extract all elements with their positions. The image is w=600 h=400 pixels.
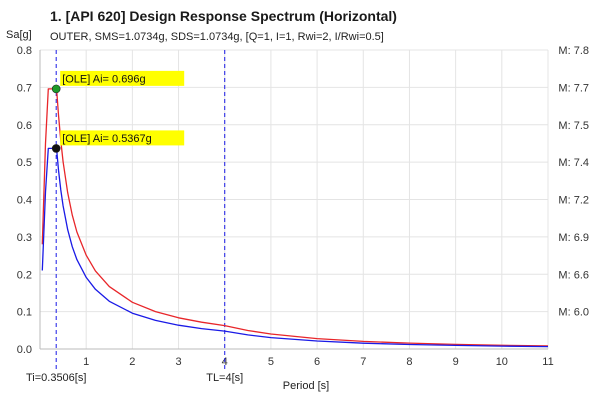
chart-subtitle: OUTER, SMS=1.0734g, SDS=1.0734g, [Q=1, I… [50, 31, 384, 43]
x-tick-label: 10 [496, 356, 508, 368]
right-axis-label: M: 7.5 [558, 120, 589, 132]
reference-line-label: TL=4[s] [206, 372, 243, 384]
y-tick-label: 0.5 [17, 157, 32, 169]
x-tick-label: 6 [314, 356, 320, 368]
series-line [41, 88, 549, 347]
annotation-box [60, 70, 185, 86]
x-axis-label: Period [s] [283, 380, 329, 392]
peak-markers [51, 84, 61, 153]
peak-marker [51, 84, 61, 94]
right-axis-label: M: 6.0 [558, 307, 589, 319]
right-axis-ticks: M: 7.8 M: 7.7 M: 7.5 M: 7.4 M: 7.2 M: 6.9 M: 6… [558, 45, 589, 319]
x-tick-label: 5 [268, 356, 274, 368]
x-tick-label: 2 [129, 356, 135, 368]
series-lines [41, 88, 549, 348]
x-tick-label: 1 [83, 356, 89, 368]
y-tick-label: 0.6 [17, 120, 32, 132]
reference-line-label: Ti=0.3506[s] [26, 372, 86, 384]
chart-title: 1. [API 620] Design Response Spectrum (H… [50, 8, 397, 24]
y-tick-label: 0.3 [17, 232, 32, 244]
y-tick-label: 0.1 [17, 307, 32, 319]
y-tick-label: 0.0 [17, 344, 32, 356]
x-tick-label: 9 [453, 356, 459, 368]
annotation-label: [OLE] Ai= 0.5367g [62, 133, 152, 145]
plot-frame [39, 50, 548, 350]
x-tick-label: 3 [175, 356, 181, 368]
y-axis-label: Sa[g] [6, 29, 32, 41]
reference-lines: Ti=0.3506[s] TL=4[s] [26, 50, 243, 384]
right-axis-label: M: 7.7 [558, 82, 589, 94]
right-axis-label: M: 7.2 [558, 195, 589, 207]
peak-marker [51, 144, 61, 153]
series-line [41, 147, 549, 348]
x-tick-label: 8 [406, 356, 412, 368]
x-tick-label: 7 [360, 356, 366, 368]
right-axis-label: M: 7.4 [558, 157, 589, 169]
x-tick-label: 11 [542, 356, 553, 368]
annotations: [OLE] Ai= 0.696g [OLE] Ai= 0.5367g [60, 70, 185, 146]
right-axis-label: M: 6.6 [558, 269, 589, 281]
y-tick-label: 0.4 [17, 195, 32, 207]
y-tick-label: 0.7 [17, 82, 32, 94]
right-axis-label: M: 7.8 [558, 45, 589, 57]
right-axis-label: M: 6.9 [558, 232, 589, 244]
y-tick-label: 0.2 [17, 269, 32, 281]
y-axis-ticks: 0.0 0.1 0.2 0.3 0.4 0.5 0.6 0.7 0.8 [17, 45, 32, 356]
x-axis-ticks: 1234567891011 [83, 356, 554, 368]
y-tick-label: 0.8 [17, 45, 32, 57]
annotation-box [60, 130, 185, 146]
annotation-label: [OLE] Ai= 0.696g [62, 73, 145, 85]
